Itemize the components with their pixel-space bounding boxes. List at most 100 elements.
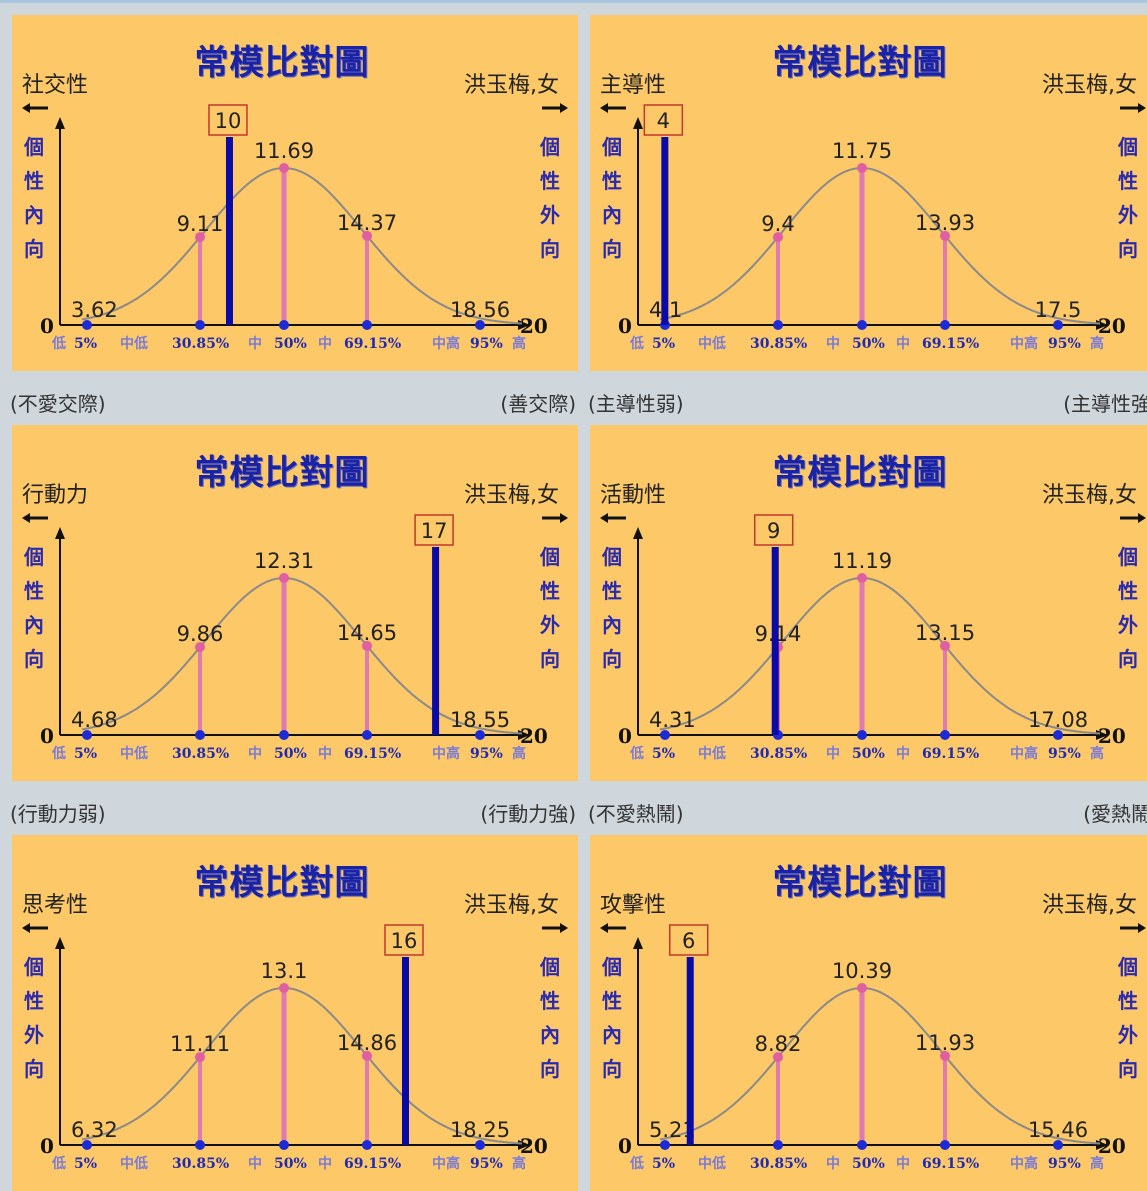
score-bar	[432, 547, 440, 735]
percentile-marker	[773, 1052, 783, 1063]
tick-label: 中	[248, 1155, 262, 1172]
percentile-dot	[195, 730, 205, 740]
percentile-marker	[857, 573, 867, 583]
y-axis-arrow	[55, 527, 65, 539]
person-label: 洪玉梅,女	[464, 73, 559, 98]
chart-svg: 0 20 4.68 9.86 12.31 14.65 18.55 低 5% 中低 30.85% 中 50…	[22, 513, 568, 762]
score-bar	[402, 957, 409, 1145]
tick-label: 5%	[652, 1156, 675, 1172]
score-bar	[661, 137, 669, 325]
value-label: 3.62	[71, 298, 118, 322]
right-arrow-head	[560, 513, 568, 523]
left-arrow-head	[22, 513, 30, 523]
chart-title: 常模比對圖	[194, 453, 370, 493]
score-bar	[225, 137, 233, 325]
percentile-dot	[660, 1140, 670, 1150]
value-label: 13.93	[915, 211, 975, 235]
tick-label: 低	[629, 1155, 644, 1172]
axis-zero: 0	[40, 314, 54, 338]
score-label: 16	[391, 929, 418, 953]
right-arrow-head	[1138, 513, 1146, 523]
trait-label: 主導性	[600, 73, 667, 98]
chart-panel: 常模比對圖主導性洪玉梅,女個性內向個性外向0204.19.411.7513.93…	[590, 15, 1147, 371]
tick-label: 中低	[698, 335, 726, 352]
trait-label: 社交性	[22, 73, 89, 98]
axis-twenty: 20	[520, 724, 548, 748]
value-label: 11.75	[832, 139, 892, 163]
bell-curve	[81, 986, 523, 1145]
tick-label: 30.85%	[750, 336, 807, 352]
score-bar	[686, 957, 694, 1145]
right-arrow-head	[560, 923, 568, 933]
tick-label: 高	[1090, 1155, 1104, 1172]
axis-twenty: 20	[1098, 724, 1126, 748]
percentile-marker	[279, 983, 289, 993]
percentile-marker	[195, 642, 205, 653]
tick-label: 高	[512, 745, 526, 762]
tick-label: 69.15%	[344, 1156, 401, 1172]
right-arrow-head	[1138, 103, 1146, 113]
right-side-label: 個性外向	[1118, 135, 1138, 261]
score-label: 17	[421, 519, 448, 543]
value-label: 18.56	[450, 298, 510, 322]
value-label: 13.1	[261, 959, 308, 983]
percentile-dot	[362, 730, 372, 740]
tick-label: 低	[51, 335, 66, 352]
right-arrow-head	[1138, 923, 1146, 933]
trait-label: 行動力	[22, 483, 89, 508]
percentile-marker	[195, 1052, 205, 1063]
tick-label: 中低	[698, 1155, 726, 1172]
value-label: 15.46	[1028, 1118, 1088, 1142]
tick-label: 5%	[74, 336, 97, 352]
axis-twenty: 20	[520, 1134, 548, 1158]
value-label: 13.15	[915, 621, 975, 645]
tick-label: 中高	[432, 335, 460, 352]
trait-label: 攻擊性	[600, 893, 667, 918]
caption-right: (行動力強)	[480, 802, 576, 826]
caption-left: (不愛熱鬧)	[588, 802, 684, 826]
tick-label: 中	[248, 335, 262, 352]
value-label: 18.25	[450, 1118, 510, 1142]
tick-label: 中低	[120, 1155, 148, 1172]
tick-label: 30.85%	[750, 1156, 807, 1172]
value-label: 14.86	[337, 1031, 397, 1055]
percentile-dot	[857, 320, 867, 330]
value-label: 4.68	[71, 708, 118, 732]
tick-label: 50%	[852, 336, 885, 352]
caption-row: (行動力弱) (行動力強) (不愛熱鬧) (愛熱鬧	[0, 790, 1147, 832]
value-label: 9.86	[177, 622, 224, 646]
value-label: 8.82	[755, 1032, 802, 1056]
tick-label: 中高	[432, 745, 460, 762]
value-label: 18.55	[450, 708, 510, 732]
value-label: 14.37	[337, 211, 397, 235]
caption-row: (不愛交際) (善交際) (主導性弱) (主導性強	[0, 380, 1147, 422]
tick-label: 中低	[698, 745, 726, 762]
percentile-dot	[857, 1140, 867, 1150]
y-axis-arrow	[633, 117, 643, 129]
axis-twenty: 20	[1098, 314, 1126, 338]
bell-curve	[81, 576, 523, 735]
percentile-dot	[362, 1140, 372, 1150]
percentile-marker	[773, 232, 783, 243]
tick-label: 高	[1090, 745, 1104, 762]
tick-label: 69.15%	[344, 746, 401, 762]
percentile-marker	[940, 1050, 950, 1061]
tick-label: 低	[629, 745, 644, 762]
percentile-dot	[773, 320, 783, 330]
left-side-label: 個性內向	[602, 545, 622, 671]
percentile-dot	[82, 730, 92, 740]
percentile-marker	[195, 232, 205, 243]
value-label: 11.69	[254, 139, 314, 163]
tick-label: 中	[896, 335, 910, 352]
percentile-dot	[279, 730, 289, 740]
tick-label: 高	[1090, 335, 1104, 352]
value-label: 11.19	[832, 549, 892, 573]
right-side-label: 個性外向	[1118, 955, 1138, 1081]
tick-label: 中低	[120, 335, 148, 352]
bell-curve	[659, 576, 1101, 735]
tick-label: 69.15%	[344, 336, 401, 352]
tick-label: 5%	[652, 336, 675, 352]
left-side-label: 個性外向	[24, 955, 44, 1081]
axis-zero: 0	[40, 724, 54, 748]
